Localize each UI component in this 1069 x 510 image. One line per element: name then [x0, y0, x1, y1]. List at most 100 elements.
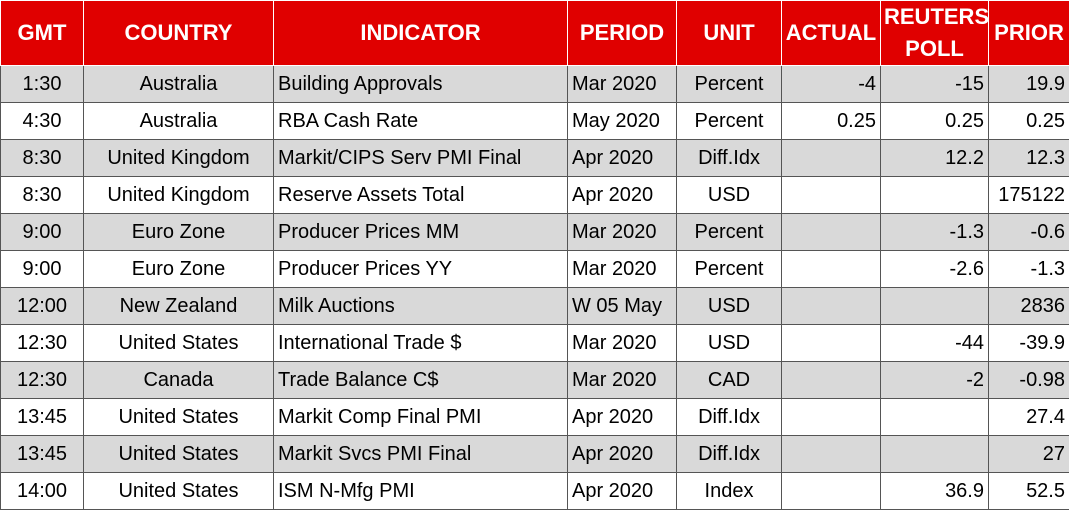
column-header: PERIOD — [568, 1, 677, 66]
table-cell: Euro Zone — [84, 251, 274, 288]
table-cell: W 05 May — [568, 288, 677, 325]
table-cell: Reserve Assets Total — [274, 177, 568, 214]
column-header: ACTUAL — [782, 1, 881, 66]
column-header: GMT — [1, 1, 84, 66]
column-header: UNIT — [677, 1, 782, 66]
column-header: INDICATOR — [274, 1, 568, 66]
table-cell: -15 — [881, 66, 989, 103]
table-cell: RBA Cash Rate — [274, 103, 568, 140]
table-cell: USD — [677, 177, 782, 214]
table-cell: CAD — [677, 362, 782, 399]
column-header: REUTERS POLL — [881, 1, 989, 66]
table-cell: United Kingdom — [84, 177, 274, 214]
table-cell: 1:30 — [1, 66, 84, 103]
table-cell — [881, 177, 989, 214]
table-cell: Diff.Idx — [677, 436, 782, 473]
table-cell: Percent — [677, 103, 782, 140]
table-cell: 36.9 — [881, 473, 989, 510]
table-cell — [782, 214, 881, 251]
table-cell: 27 — [989, 436, 1069, 473]
table-cell: ISM N-Mfg PMI — [274, 473, 568, 510]
table-cell: Percent — [677, 214, 782, 251]
table-cell: 9:00 — [1, 214, 84, 251]
table-cell: 12:30 — [1, 362, 84, 399]
table-cell: Trade Balance C$ — [274, 362, 568, 399]
table-cell: Percent — [677, 251, 782, 288]
column-header: PRIOR — [989, 1, 1069, 66]
table-cell: United Kingdom — [84, 140, 274, 177]
table-cell — [881, 288, 989, 325]
table-cell: -0.98 — [989, 362, 1069, 399]
table-cell: 19.9 — [989, 66, 1069, 103]
column-header: COUNTRY — [84, 1, 274, 66]
table-cell: 14:00 — [1, 473, 84, 510]
table-cell: -2 — [881, 362, 989, 399]
table-cell: 12:00 — [1, 288, 84, 325]
table-cell: 0.25 — [881, 103, 989, 140]
table-cell — [881, 436, 989, 473]
table-cell: -1.3 — [989, 251, 1069, 288]
table-cell — [782, 140, 881, 177]
table-cell: Mar 2020 — [568, 362, 677, 399]
table-cell: -4 — [782, 66, 881, 103]
table-cell: 175122 — [989, 177, 1069, 214]
table-cell: 12.2 — [881, 140, 989, 177]
table-cell: Euro Zone — [84, 214, 274, 251]
table-cell: 13:45 — [1, 436, 84, 473]
table-cell: 2836 — [989, 288, 1069, 325]
table-cell: Building Approvals — [274, 66, 568, 103]
table-cell: 4:30 — [1, 103, 84, 140]
table-cell: 0.25 — [782, 103, 881, 140]
table-cell: 0.25 — [989, 103, 1069, 140]
table-cell: Apr 2020 — [568, 140, 677, 177]
table-cell: Mar 2020 — [568, 214, 677, 251]
table-cell: United States — [84, 436, 274, 473]
table-cell: Index — [677, 473, 782, 510]
table-cell: -39.9 — [989, 325, 1069, 362]
table-cell — [782, 251, 881, 288]
table-cell — [782, 436, 881, 473]
table-cell: New Zealand — [84, 288, 274, 325]
table-cell: 8:30 — [1, 140, 84, 177]
table-cell: 52.5 — [989, 473, 1069, 510]
table-cell: Australia — [84, 66, 274, 103]
table-cell: Mar 2020 — [568, 325, 677, 362]
table-cell: May 2020 — [568, 103, 677, 140]
table-cell: -2.6 — [881, 251, 989, 288]
table-cell: Australia — [84, 103, 274, 140]
table-cell — [782, 288, 881, 325]
table-cell: International Trade $ — [274, 325, 568, 362]
table-cell: 8:30 — [1, 177, 84, 214]
table-cell: Diff.Idx — [677, 140, 782, 177]
table-cell: 12:30 — [1, 325, 84, 362]
table-cell: -44 — [881, 325, 989, 362]
table-cell — [782, 177, 881, 214]
table-cell — [782, 399, 881, 436]
table-cell: Apr 2020 — [568, 436, 677, 473]
table-cell — [782, 325, 881, 362]
table-cell: Markit/CIPS Serv PMI Final — [274, 140, 568, 177]
table-cell: Mar 2020 — [568, 251, 677, 288]
table-cell: United States — [84, 473, 274, 510]
table-cell: Apr 2020 — [568, 399, 677, 436]
table-cell: Diff.Idx — [677, 399, 782, 436]
table-cell — [881, 399, 989, 436]
table-cell: 12.3 — [989, 140, 1069, 177]
table-cell: Producer Prices YY — [274, 251, 568, 288]
table-cell: Mar 2020 — [568, 66, 677, 103]
table-cell: United States — [84, 399, 274, 436]
